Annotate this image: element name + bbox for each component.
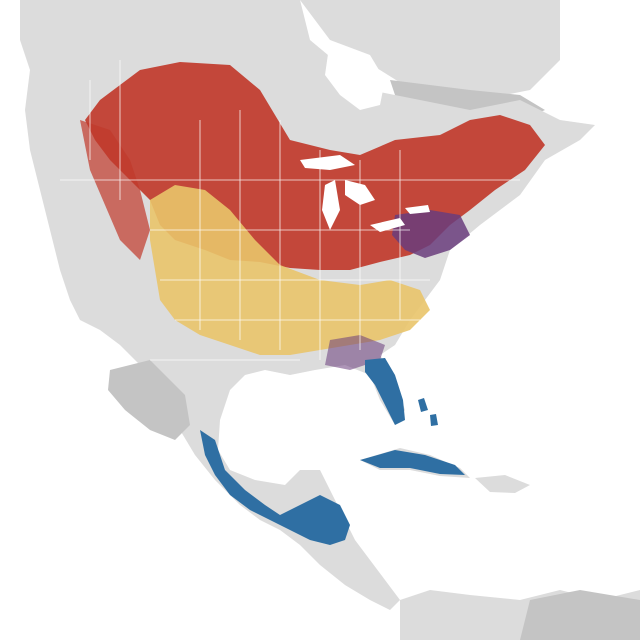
mexico-dark-land (108, 360, 190, 440)
nonbreeding-range-florida (365, 358, 405, 425)
greenland-landmass (300, 0, 560, 100)
year-round-range (392, 210, 470, 258)
great-lakes (300, 155, 430, 232)
hispaniola-landmass (475, 475, 530, 493)
breeding-range-west (80, 120, 150, 260)
hudson-bay-water (325, 40, 385, 110)
south-america-dark-land (520, 590, 640, 640)
nonbreeding-range-bahamas (418, 398, 438, 426)
nonbreeding-range-mexico (200, 430, 350, 545)
nonbreeding-range-cuba (360, 450, 465, 475)
